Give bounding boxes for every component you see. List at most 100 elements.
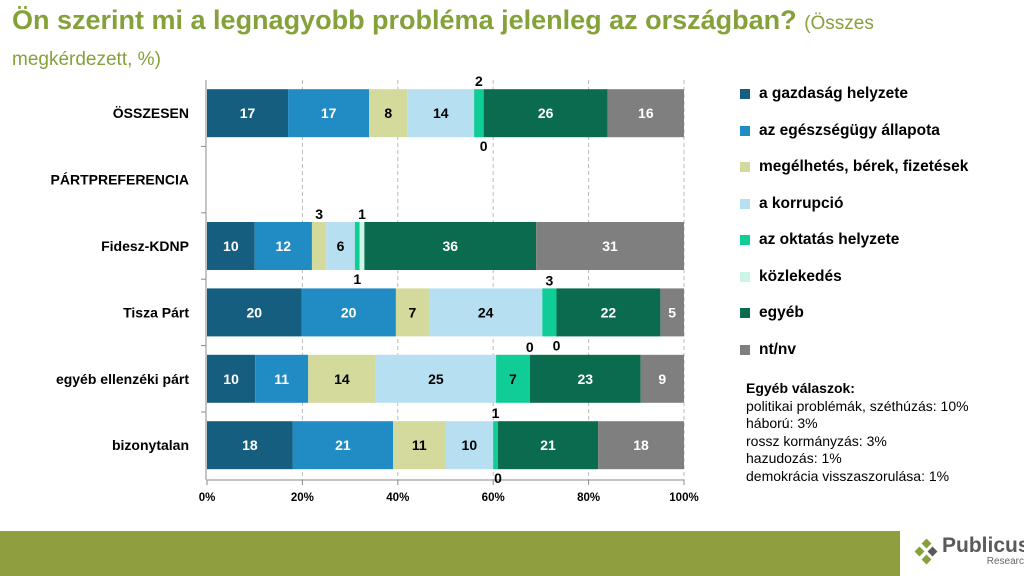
bar-segment: [288, 89, 370, 138]
bar-segment: [474, 89, 484, 138]
category-label: PÁRTPREFERENCIA: [51, 172, 189, 188]
bar-segment: [207, 222, 255, 270]
bar-segment: [445, 421, 494, 470]
bar-segment: [375, 354, 497, 403]
legend-swatch: [740, 344, 750, 355]
data-label: 6: [337, 238, 345, 254]
note-item: rossz kormányzás: 3%: [746, 432, 887, 449]
bar-segment: [301, 288, 396, 337]
bar-segment: [607, 89, 684, 138]
legend-swatch: [740, 89, 750, 100]
bar-segment: [308, 354, 376, 403]
bar-segment: [207, 421, 293, 470]
data-label: 1: [358, 206, 366, 222]
bar-segment: [207, 288, 302, 337]
legend-item: a gazdaság helyzete: [740, 76, 968, 113]
bar-segment: [529, 354, 641, 403]
legend-label: egyéb: [759, 304, 804, 322]
data-label: 26: [538, 105, 554, 121]
category-label: Fidesz-KDNP: [101, 238, 189, 254]
data-label: 9: [658, 371, 666, 387]
data-label: 21: [335, 437, 351, 453]
x-tick-label: 20%: [291, 492, 314, 504]
legend-swatch: [740, 308, 750, 319]
data-label: 20: [341, 304, 357, 320]
note-item: háború: 3%: [746, 415, 818, 431]
bar-segment: [496, 354, 530, 403]
data-label: 0: [494, 470, 502, 486]
legend-item: egyéb: [740, 295, 968, 332]
bar-segment: [493, 421, 498, 470]
bar-segment: [640, 354, 684, 403]
legend: a gazdaság helyzete az egészségügy állapo…: [740, 76, 968, 368]
x-tick-label: 40%: [386, 492, 409, 504]
data-label: 25: [428, 371, 444, 387]
bar-segment: [497, 421, 599, 470]
data-label: 31: [602, 238, 618, 254]
x-tick-label: 100%: [669, 492, 698, 504]
footer-bar: [0, 531, 900, 576]
bar-segment: [255, 354, 309, 403]
category-label: ÖSSZESEN: [113, 105, 189, 121]
data-label: 21: [540, 437, 556, 453]
legend-item: az oktatás helyzete: [740, 222, 968, 259]
legend-item: megélhetés, bérek, fizetések: [740, 149, 968, 186]
bar-segment: [354, 222, 360, 270]
bar-segment: [326, 222, 355, 270]
data-label: 1: [492, 405, 500, 421]
data-label: 1: [353, 271, 361, 287]
bar-segment: [369, 89, 408, 138]
legend-label: megélhetés, bérek, fizetések: [759, 158, 969, 176]
note-item: demokrácia visszaszorulása: 1%: [746, 467, 950, 484]
legend-swatch: [740, 162, 750, 173]
data-label: 11: [412, 437, 427, 453]
bar-segment: [536, 222, 684, 270]
data-label: 10: [223, 371, 239, 387]
legend-item: a korrupció: [740, 186, 968, 223]
data-label: 10: [223, 238, 239, 254]
legend-swatch: [740, 271, 750, 282]
bar-segment: [207, 354, 256, 403]
x-tick-label: 60%: [482, 492, 505, 504]
bar-segment: [556, 288, 661, 337]
bar-segment: [598, 421, 684, 470]
category-label: Tisza Párt: [123, 304, 189, 320]
logo-text: Publicus: [942, 534, 1024, 557]
data-label: 14: [433, 105, 449, 121]
legend-label: a korrupció: [759, 194, 844, 212]
bar-segment: [254, 222, 312, 270]
legend-item: közlekedés: [740, 259, 968, 296]
note-item: politikai problémák, széthúzás: 10%: [746, 397, 969, 414]
bar-segment: [207, 89, 289, 138]
data-label: 0: [553, 337, 561, 353]
data-label: 10: [462, 437, 478, 453]
bar-segment: [393, 421, 446, 470]
data-label: 0: [480, 138, 488, 154]
data-label: 7: [509, 371, 517, 387]
legend-label: közlekedés: [759, 267, 842, 285]
subtitle: (Összes megkérdezett, %): [12, 13, 874, 70]
data-label: 14: [334, 371, 350, 387]
legend-label: az oktatás helyzete: [759, 231, 900, 249]
legend-swatch: [740, 235, 750, 246]
data-label: 0: [526, 339, 534, 355]
data-label: 23: [577, 371, 593, 387]
data-label: 11: [274, 371, 289, 387]
logo-icon: [914, 538, 938, 564]
bar-segment: [395, 288, 429, 337]
data-label: 24: [478, 304, 494, 320]
data-label: 8: [384, 105, 392, 121]
logo-subtext: Research: [986, 556, 1024, 567]
data-label: 20: [246, 304, 262, 320]
data-label: 17: [240, 105, 256, 121]
category-label: bizonytalan: [112, 437, 189, 453]
x-tick-label: 80%: [577, 492, 600, 504]
bar-segment: [311, 222, 327, 270]
data-label: 17: [321, 105, 337, 121]
title-text: Ön szerint mi a legnagyobb probléma jele…: [12, 5, 797, 35]
legend-swatch: [740, 125, 750, 136]
data-label: 2: [475, 73, 483, 89]
bar-segment: [428, 288, 543, 337]
bar-segment: [483, 89, 608, 138]
note-item: hazudozás: 1%: [746, 450, 842, 466]
